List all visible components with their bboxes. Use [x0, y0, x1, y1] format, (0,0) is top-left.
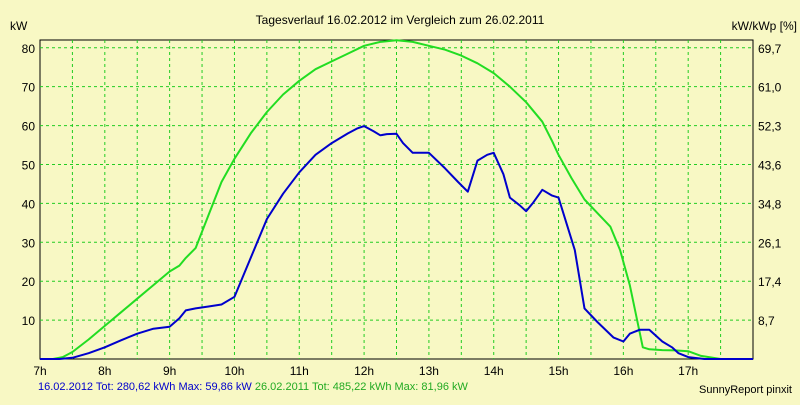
y-right-tick-label: 17,4: [758, 275, 782, 289]
x-tick-label: 17h: [678, 364, 698, 378]
y-right-tick-label: 26,1: [758, 236, 782, 250]
series-line-2: [40, 39, 753, 360]
x-tick-label: 8h: [98, 364, 111, 378]
x-tick-label: 12h: [354, 364, 374, 378]
y-right-tick-label: 34,8: [758, 197, 782, 211]
y-left-tick-label: 80: [22, 42, 36, 56]
credit-text: SunnyReport pinxit: [699, 384, 792, 396]
legend-series-2: 26.02.2011 Tot: 485,22 kWh Max: 81,96 kW: [254, 381, 468, 393]
chart-title: Tagesverlauf 16.02.2012 im Vergleich zum…: [256, 13, 545, 27]
series-layer: [40, 39, 753, 360]
x-tick-label: 9h: [163, 364, 176, 378]
y-right-tick-label: 8,7: [758, 314, 775, 328]
y-axis-right-label: kW/kWp [%]: [732, 19, 797, 33]
y-axis-left-ticks: 10 20 30 40 50 60 70 80: [22, 42, 36, 328]
y-left-tick-label: 30: [22, 236, 36, 250]
grid-lines: [40, 40, 753, 359]
y-axis-left-label: kW: [10, 19, 28, 33]
x-tick-label: 7h: [33, 364, 46, 378]
y-left-tick-label: 10: [22, 314, 36, 328]
y-left-tick-label: 40: [22, 197, 36, 211]
legend-series-1: 16.02.2012 Tot: 280,62 kWh Max: 59,86 kW: [38, 381, 252, 393]
x-tick-label: 14h: [484, 364, 504, 378]
legend-footer: 16.02.2012 Tot: 280,62 kWh Max: 59,86 kW…: [38, 381, 468, 393]
x-tick-label: 10h: [224, 364, 244, 378]
y-left-tick-label: 60: [22, 120, 36, 134]
x-tick-label: 11h: [290, 364, 309, 378]
y-left-tick-label: 70: [22, 81, 36, 95]
y-left-tick-label: 50: [22, 158, 36, 172]
series-line-1: [40, 125, 753, 360]
y-right-tick-label: 43,6: [758, 158, 782, 172]
y-right-tick-label: 69,7: [758, 42, 782, 56]
x-tick-label: 13h: [419, 364, 439, 378]
x-tick-label: 15h: [549, 364, 569, 378]
x-tick-label: 16h: [613, 364, 633, 378]
x-axis-ticks: 7h 8h 9h 10h 11h 12h 13h 14h 15h 16h 17h: [33, 364, 698, 378]
y-axis-right-ticks: 8,7 17,4 26,1 34,8 43,6 52,3 61,0 69,7: [758, 42, 782, 328]
y-left-tick-label: 20: [22, 275, 36, 289]
y-right-tick-label: 52,3: [758, 120, 782, 134]
y-right-tick-label: 61,0: [758, 81, 782, 95]
